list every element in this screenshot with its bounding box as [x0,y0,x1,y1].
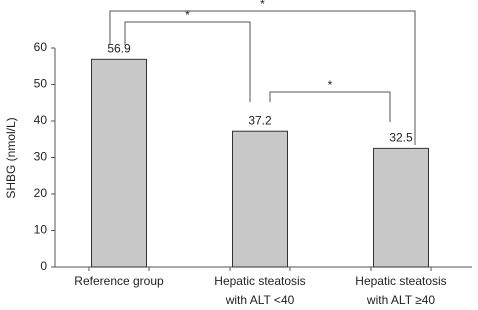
significance-bracket [109,10,416,145]
significance-label: * [328,78,333,92]
significance-bracket [269,91,391,122]
y-tick-label: 10 [34,223,48,237]
value-label: 37.2 [248,113,272,127]
bar [232,130,288,268]
y-tick-label: 60 [34,40,48,54]
y-tick-label: 50 [34,77,48,91]
significance-label: * [185,8,190,22]
y-tick-label: 30 [34,150,48,164]
value-label: 56.9 [107,41,131,55]
y-tick-label: 0 [40,259,47,273]
bar [373,147,429,268]
x-tick-label: Hepatic steatosis with ALT <40 [214,274,305,307]
y-tick-label: 20 [34,186,48,200]
y-tick-label: 40 [34,113,48,127]
x-tick-label: Hepatic steatosis with ALT ≥40 [355,274,446,307]
y-axis-label: SHBG (nmol/L) [4,117,18,198]
value-label: 32.5 [389,131,413,145]
significance-bracket [124,21,251,102]
significance-label: * [260,0,265,11]
bar [91,58,147,268]
x-tick-label: Reference group [74,274,164,288]
